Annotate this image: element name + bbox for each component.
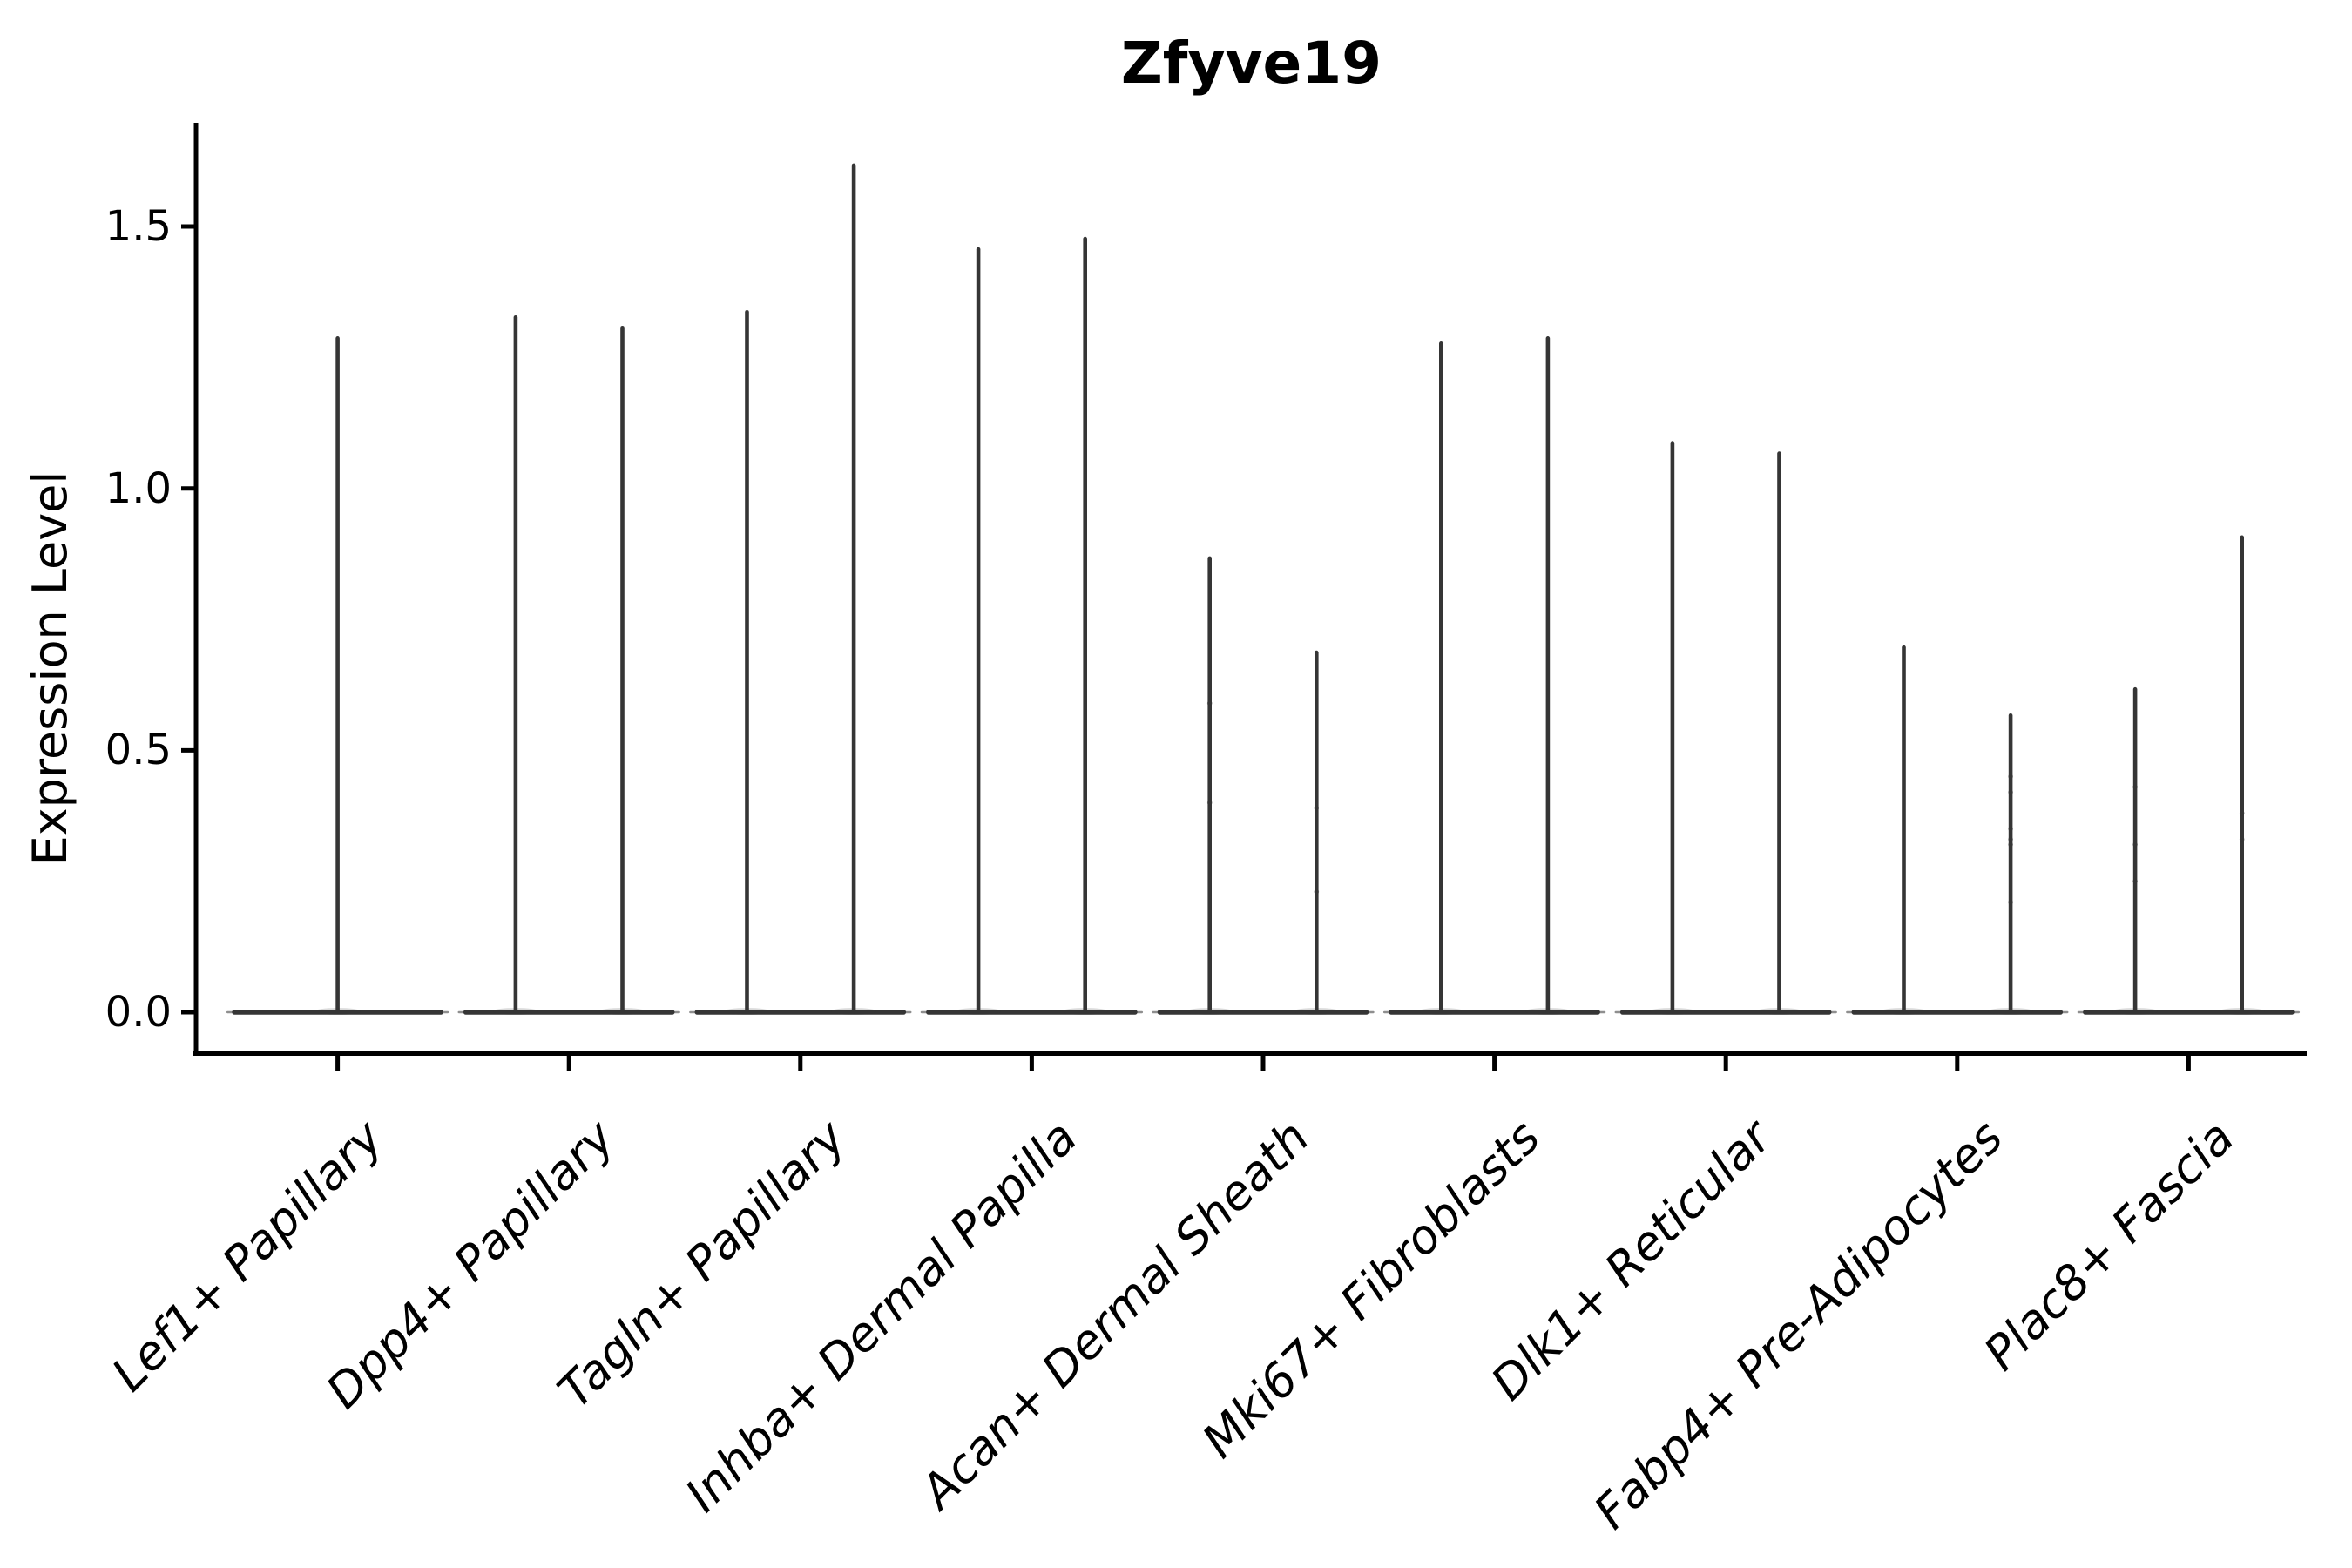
violin-jitter-dot [2239, 836, 2245, 842]
violin-jitter-dot [1206, 700, 1213, 706]
violin-jitter-dot [1206, 800, 1213, 806]
violin-jitter-dot [2132, 841, 2138, 848]
violin-jitter-dot [2008, 841, 2013, 848]
y-tick-label: 0.0 [105, 988, 172, 1037]
violin-jitter-dot [2008, 826, 2013, 832]
violin-jitter-dot [1314, 805, 1320, 811]
y-tick-label: 0.5 [105, 726, 172, 775]
violin-jitter-dot [1314, 889, 1320, 895]
violin-jitter-dot [2239, 810, 2245, 816]
chart-title: Zfyve19 [1120, 30, 1382, 97]
y-tick-label: 1.5 [105, 202, 172, 252]
violin-jitter-dot [2008, 789, 2013, 795]
violin-jitter-dot [2008, 836, 2013, 842]
violin-jitter-dot [2008, 899, 2013, 905]
violin-jitter-dot [2132, 878, 2138, 884]
violin-jitter-dot [2008, 774, 2013, 780]
violin-jitter-dot [2132, 784, 2138, 790]
y-tick-label: 1.0 [105, 463, 172, 513]
y-axis-label: Expression Level [23, 470, 78, 866]
